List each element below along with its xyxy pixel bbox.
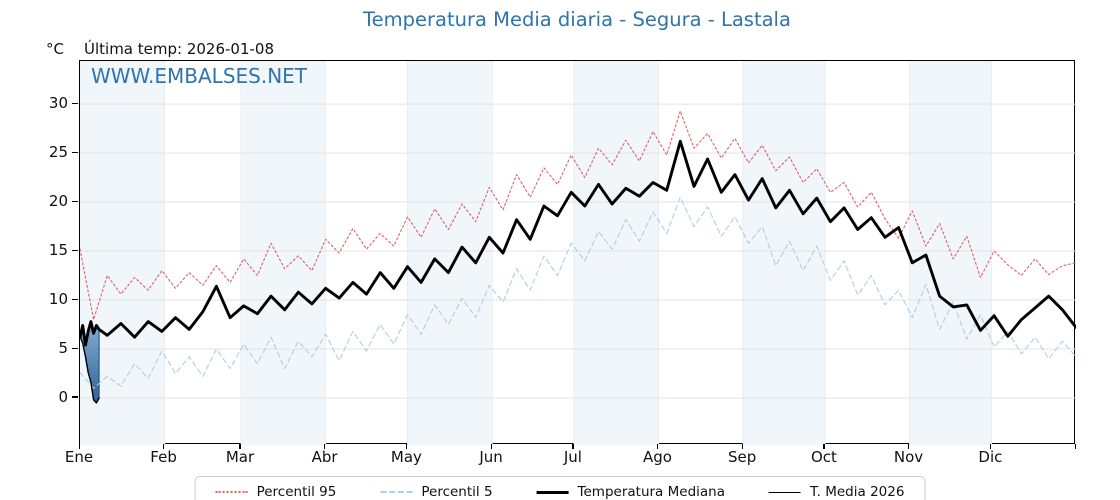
x-tick-mark (324, 444, 326, 449)
y-tick-mark (72, 396, 78, 398)
p95-line (80, 110, 1076, 321)
y-tick-label: 20 (48, 192, 68, 211)
x-tick-label: Ago (643, 448, 672, 466)
y-tick-label: 25 (48, 143, 68, 162)
y-tick-mark (72, 151, 78, 153)
x-tick-mark (908, 444, 910, 449)
legend-label-p5: Percentil 5 (421, 484, 493, 500)
legend-item-mediana: Temperatura Mediana (536, 484, 725, 500)
x-tick-label: Mar (225, 448, 255, 466)
month-band (573, 61, 659, 445)
p5-line (80, 196, 1076, 389)
x-tick-label: Sep (727, 448, 757, 466)
x-tick-mark (405, 444, 408, 449)
y-tick-label: 0 (58, 387, 68, 406)
x-tick-mark (490, 444, 492, 449)
x-tick-label: May (390, 448, 422, 466)
x-tick-mark (572, 444, 574, 449)
legend-marker-t2026-icon (769, 491, 801, 493)
month-band (407, 61, 493, 445)
legend-marker-mediana-icon (536, 490, 569, 494)
x-tick-mark (78, 444, 80, 449)
x-tick-mark (163, 444, 165, 449)
x-tick-mark (823, 444, 825, 449)
legend-item-percentil-95: Percentil 95 (215, 484, 337, 500)
y-tick-label: 30 (48, 94, 68, 113)
y-tick-label: 15 (48, 241, 68, 260)
legend-item-t-media-2026: T. Media 2026 (769, 484, 904, 500)
month-band (743, 61, 825, 445)
legend-marker-p5-icon (380, 491, 413, 493)
y-tick-label: 5 (58, 339, 68, 357)
x-tick-mark (989, 444, 992, 449)
y-tick-mark (72, 102, 78, 104)
x-tick-label: Ene (64, 448, 94, 466)
legend: Percentil 95 Percentil 5 Temperatura Med… (194, 476, 926, 500)
legend-label-mediana: Temperatura Mediana (577, 484, 725, 500)
y-tick-mark (72, 347, 78, 349)
x-tick-mark (741, 444, 743, 449)
y-tick-mark (72, 298, 78, 300)
legend-label-p95: Percentil 95 (256, 484, 337, 500)
month-band (909, 61, 992, 445)
last-temp-label: Última temp: 2026-01-08 (84, 40, 275, 58)
x-tick-label: Abr (311, 448, 338, 466)
x-tick-mark (239, 444, 241, 449)
legend-marker-p95-icon (215, 491, 248, 493)
month-band (240, 61, 326, 445)
plot-area: WWW.EMBALSES.NET (79, 60, 1076, 445)
x-tick-label: Jul (563, 448, 582, 466)
chart-canvas (80, 61, 1076, 445)
x-tick-mark (1074, 444, 1076, 449)
y-tick-mark (72, 249, 78, 251)
t2026-line (80, 335, 100, 404)
legend-label-t2026: T. Media 2026 (810, 484, 905, 500)
chart-title: Temperatura Media diaria - Segura - Last… (363, 8, 791, 31)
legend-item-percentil-5: Percentil 5 (380, 484, 493, 500)
x-tick-label: Dic (978, 448, 1003, 466)
x-tick-label: Oct (810, 448, 837, 466)
units-label: °C (46, 40, 64, 58)
y-tick-label: 10 (48, 290, 68, 309)
x-tick-label: Feb (150, 448, 177, 466)
median-line (80, 139, 1076, 347)
y-tick-mark (72, 200, 78, 202)
x-tick-mark (656, 444, 659, 449)
x-tick-label: Jun (479, 448, 503, 466)
x-tick-label: Nov (893, 448, 924, 466)
watermark: WWW.EMBALSES.NET (91, 64, 308, 88)
